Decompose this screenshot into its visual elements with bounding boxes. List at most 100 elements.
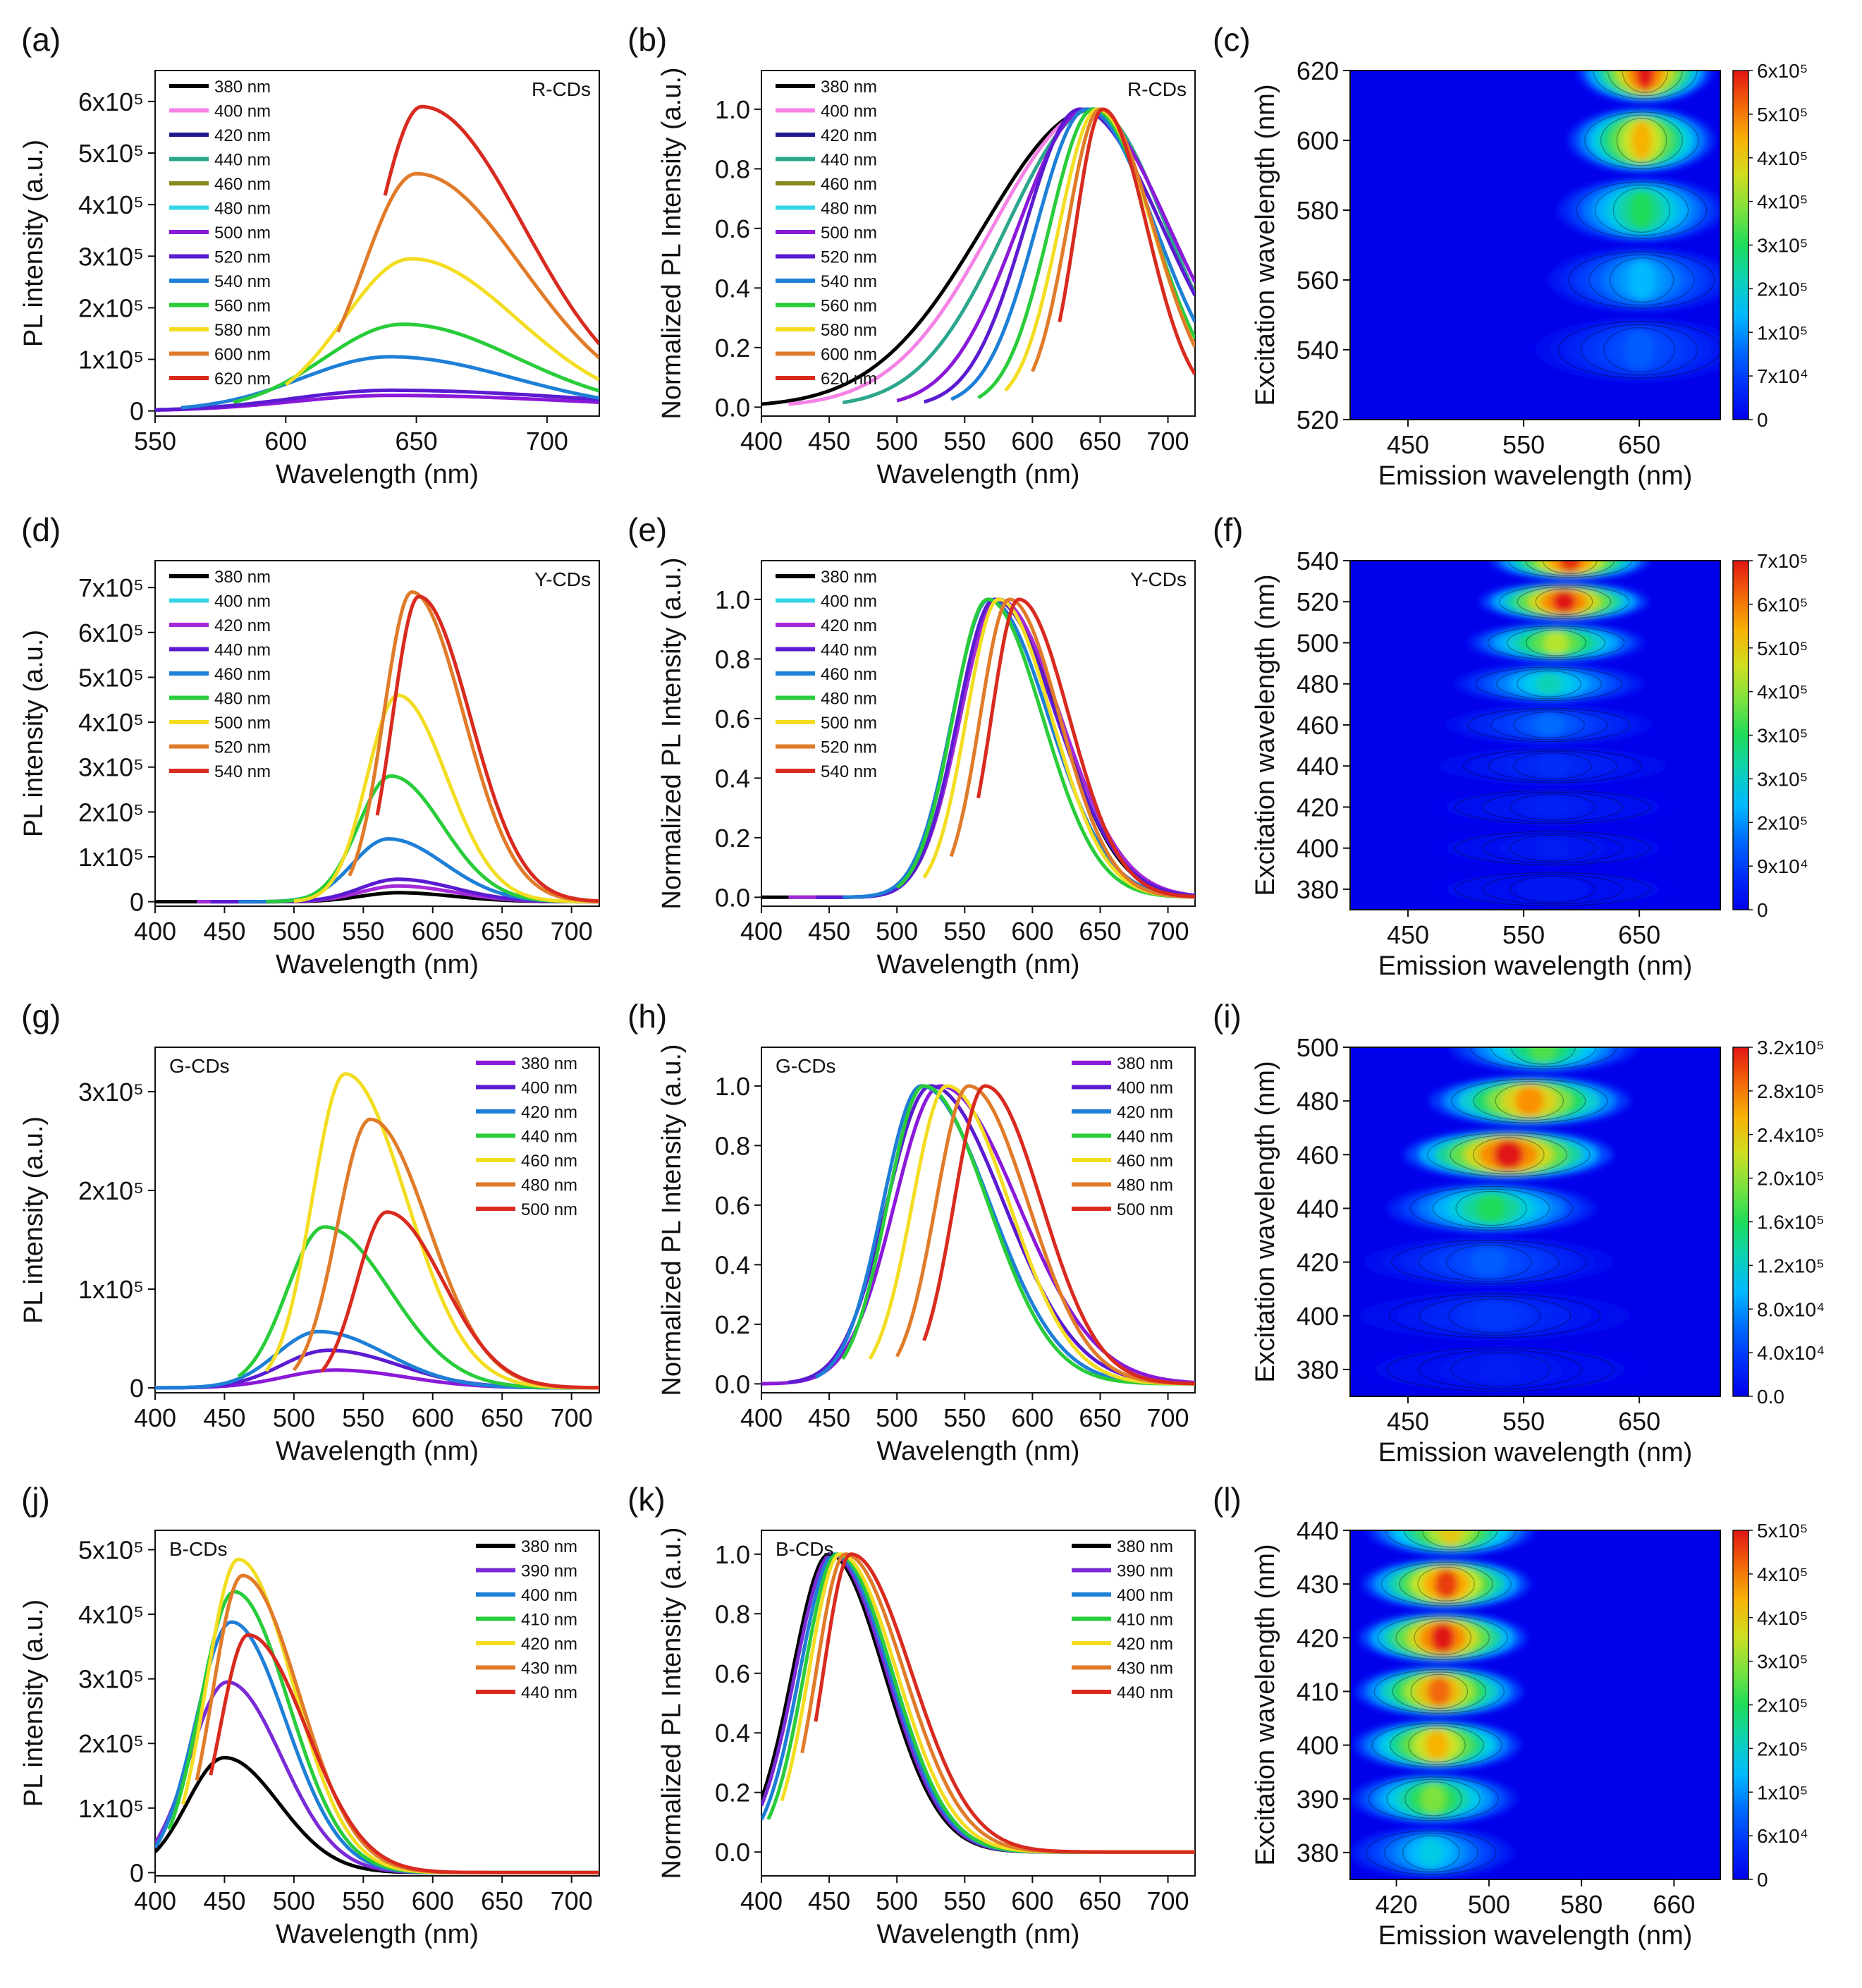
contour-line bbox=[1450, 1352, 1551, 1387]
heatmap-spot bbox=[1558, 178, 1720, 242]
panel-k: (k) 400 450 500 550 600 650 700 0.0 0.2 0.4 0.6 0.8 1… bbox=[627, 1481, 1196, 1949]
x-axis-label: Wavelength (nm) bbox=[276, 460, 479, 489]
heatmap-spot bbox=[1354, 1345, 1646, 1394]
y-tick-label: 0.2 bbox=[715, 1779, 750, 1807]
legend-label: 480 nm bbox=[214, 690, 271, 709]
panel-label: (d) bbox=[21, 511, 61, 548]
series-group bbox=[155, 1072, 599, 1390]
y-tick-label: 440 bbox=[1297, 1194, 1339, 1223]
x-tick-label: 500 bbox=[273, 1886, 315, 1915]
panel-d: (d) 400 450 500 550 600 650 700 0 1x10⁵ 2x10⁵ 3x10⁵… bbox=[19, 511, 600, 980]
x-tick-label: 450 bbox=[1387, 920, 1429, 949]
y-tick-label: 520 bbox=[1297, 587, 1339, 616]
y-tick-label: 500 bbox=[1297, 1033, 1339, 1062]
contour-line bbox=[1488, 750, 1617, 781]
x-tick-label: 600 bbox=[264, 427, 307, 456]
x-tick-label: 650 bbox=[1618, 920, 1660, 949]
y-axis-label: PL intensity (a.u.) bbox=[19, 1116, 49, 1324]
x-axis-label: Wavelength (nm) bbox=[276, 1437, 479, 1466]
y-tick-label: 0.6 bbox=[715, 705, 750, 733]
x-tick-label: 650 bbox=[396, 427, 438, 456]
y-tick-label: 3x10⁵ bbox=[78, 1078, 144, 1106]
contour-line bbox=[1366, 1830, 1497, 1875]
legend-label: 400 nm bbox=[521, 1079, 577, 1098]
contour-line bbox=[1487, 626, 1625, 660]
series-line-620-nm bbox=[1058, 107, 1195, 376]
legend-label: 500 nm bbox=[821, 224, 877, 243]
spot-level bbox=[1427, 1676, 1452, 1707]
contour-line bbox=[1472, 1137, 1545, 1172]
legend-label: 560 nm bbox=[821, 297, 877, 316]
heatmap-spot bbox=[1427, 788, 1678, 826]
y-tick-label: 440 bbox=[1297, 752, 1339, 781]
spot-level bbox=[1419, 1837, 1443, 1867]
panel-h: (h) 400 450 500 550 600 650 700 0.0 0.2 0.4 0.6 0.8 1… bbox=[627, 998, 1196, 1466]
colorbar-tick-label: 3.2x10⁵ bbox=[1757, 1037, 1825, 1059]
contour-line bbox=[1603, 327, 1675, 372]
y-tick-label: 0.2 bbox=[715, 824, 750, 853]
series-line-580-nm bbox=[284, 257, 599, 386]
legend-label: 540 nm bbox=[821, 272, 877, 291]
x-axis-label: Wavelength (nm) bbox=[877, 1437, 1080, 1466]
spot-level bbox=[1530, 1047, 1557, 1063]
y-tick-label: 560 bbox=[1297, 266, 1339, 295]
spot-level bbox=[1425, 1730, 1449, 1760]
x-tick-label: 650 bbox=[481, 1403, 523, 1432]
contour-line bbox=[1469, 1047, 1617, 1070]
legend-label: 600 nm bbox=[214, 346, 271, 365]
legend-label: 620 nm bbox=[214, 370, 271, 389]
legend-label: 440 nm bbox=[821, 151, 877, 170]
x-tick-label: 550 bbox=[342, 917, 384, 946]
legend-label: 420 nm bbox=[214, 126, 271, 145]
heatmap-spot bbox=[1359, 1614, 1526, 1662]
colorbar-tick-label: 0 bbox=[1757, 899, 1768, 921]
legend-label: 410 nm bbox=[1117, 1611, 1173, 1630]
panel-j: (j) 400 450 500 550 600 650 700 0 1x10⁵ 2x10⁵ 3x10⁵… bbox=[19, 1481, 600, 1949]
x-axis-label: Wavelength (nm) bbox=[877, 460, 1080, 489]
heatmap-spots bbox=[1535, 71, 1720, 382]
contour-line bbox=[1384, 1832, 1478, 1873]
contour-line bbox=[1495, 1083, 1564, 1118]
heatmap-spot bbox=[1427, 870, 1678, 908]
panel-f: (f) 450 550 650 380 400 420 440 460 480 500 520 540 E… bbox=[1213, 511, 1808, 981]
y-tick-label: 380 bbox=[1297, 875, 1339, 904]
x-tick-label: 650 bbox=[1618, 1407, 1660, 1436]
series-line-500-nm bbox=[922, 1084, 1195, 1386]
contour-line bbox=[1490, 709, 1608, 740]
contour-line bbox=[1600, 114, 1683, 166]
y-tick-label: 1.0 bbox=[715, 95, 750, 124]
contour-line bbox=[1507, 561, 1632, 578]
series-line-460-nm bbox=[868, 1084, 1195, 1386]
x-tick-label: 450 bbox=[808, 427, 850, 456]
y-tick-label: 0.0 bbox=[715, 883, 750, 912]
legend-label: 390 nm bbox=[521, 1562, 577, 1581]
x-tick-label: 650 bbox=[1079, 427, 1121, 456]
contour-line bbox=[1414, 1620, 1472, 1655]
colorbar-tick-label: 3x10⁵ bbox=[1757, 235, 1808, 257]
legend-label: 400 nm bbox=[214, 592, 271, 611]
y-tick-label: 410 bbox=[1297, 1677, 1339, 1706]
contour-line bbox=[1455, 1190, 1527, 1226]
contour-line bbox=[1446, 1244, 1532, 1280]
x-tick-label: 600 bbox=[412, 1403, 454, 1432]
legend-label: 580 nm bbox=[821, 321, 877, 340]
colorbar-tick-label: 4x10⁵ bbox=[1757, 191, 1808, 213]
legend-label: 520 nm bbox=[214, 248, 271, 267]
colorbar-tick-label: 2.8x10⁵ bbox=[1757, 1080, 1825, 1102]
contour-line bbox=[1594, 184, 1689, 236]
contour-line bbox=[1408, 1727, 1466, 1763]
y-axis-label: Excitation wavelength (nm) bbox=[1251, 1061, 1280, 1382]
contour-line bbox=[1451, 1078, 1608, 1123]
colorbar-tick-label: 3x10⁵ bbox=[1757, 768, 1808, 790]
x-tick-label: 500 bbox=[1468, 1890, 1510, 1919]
y-tick-label: 0.8 bbox=[715, 645, 750, 673]
heatmap-spot bbox=[1427, 829, 1678, 867]
colorbar-tick-label: 0 bbox=[1757, 1869, 1768, 1891]
series-group bbox=[155, 1557, 599, 1874]
series-line-540-nm bbox=[976, 597, 1195, 898]
contour-line bbox=[1535, 588, 1593, 616]
legend-label: 540 nm bbox=[214, 272, 271, 291]
y-axis-label: Excitation wavelength (nm) bbox=[1251, 574, 1280, 896]
legend-label: 520 nm bbox=[214, 738, 271, 757]
legend-label: 460 nm bbox=[521, 1152, 577, 1171]
